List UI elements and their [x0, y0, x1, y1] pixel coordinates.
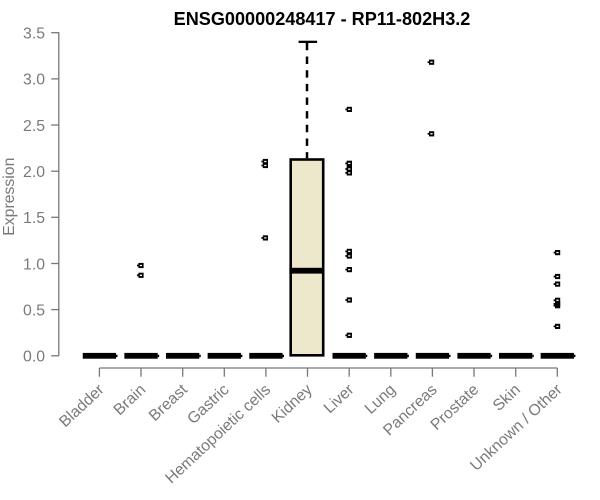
- svg-text:2.0: 2.0: [23, 164, 45, 181]
- svg-text:3.5: 3.5: [23, 26, 45, 43]
- svg-text:0.5: 0.5: [23, 302, 45, 319]
- svg-text:3.0: 3.0: [23, 72, 45, 89]
- svg-text:Expression: Expression: [1, 158, 18, 236]
- svg-text:0.0: 0.0: [23, 349, 45, 366]
- svg-text:1.0: 1.0: [23, 256, 45, 273]
- svg-text:2.5: 2.5: [23, 118, 45, 135]
- svg-text:ENSG00000248417 - RP11-802H3.2: ENSG00000248417 - RP11-802H3.2: [174, 9, 471, 29]
- svg-text:1.5: 1.5: [23, 210, 45, 227]
